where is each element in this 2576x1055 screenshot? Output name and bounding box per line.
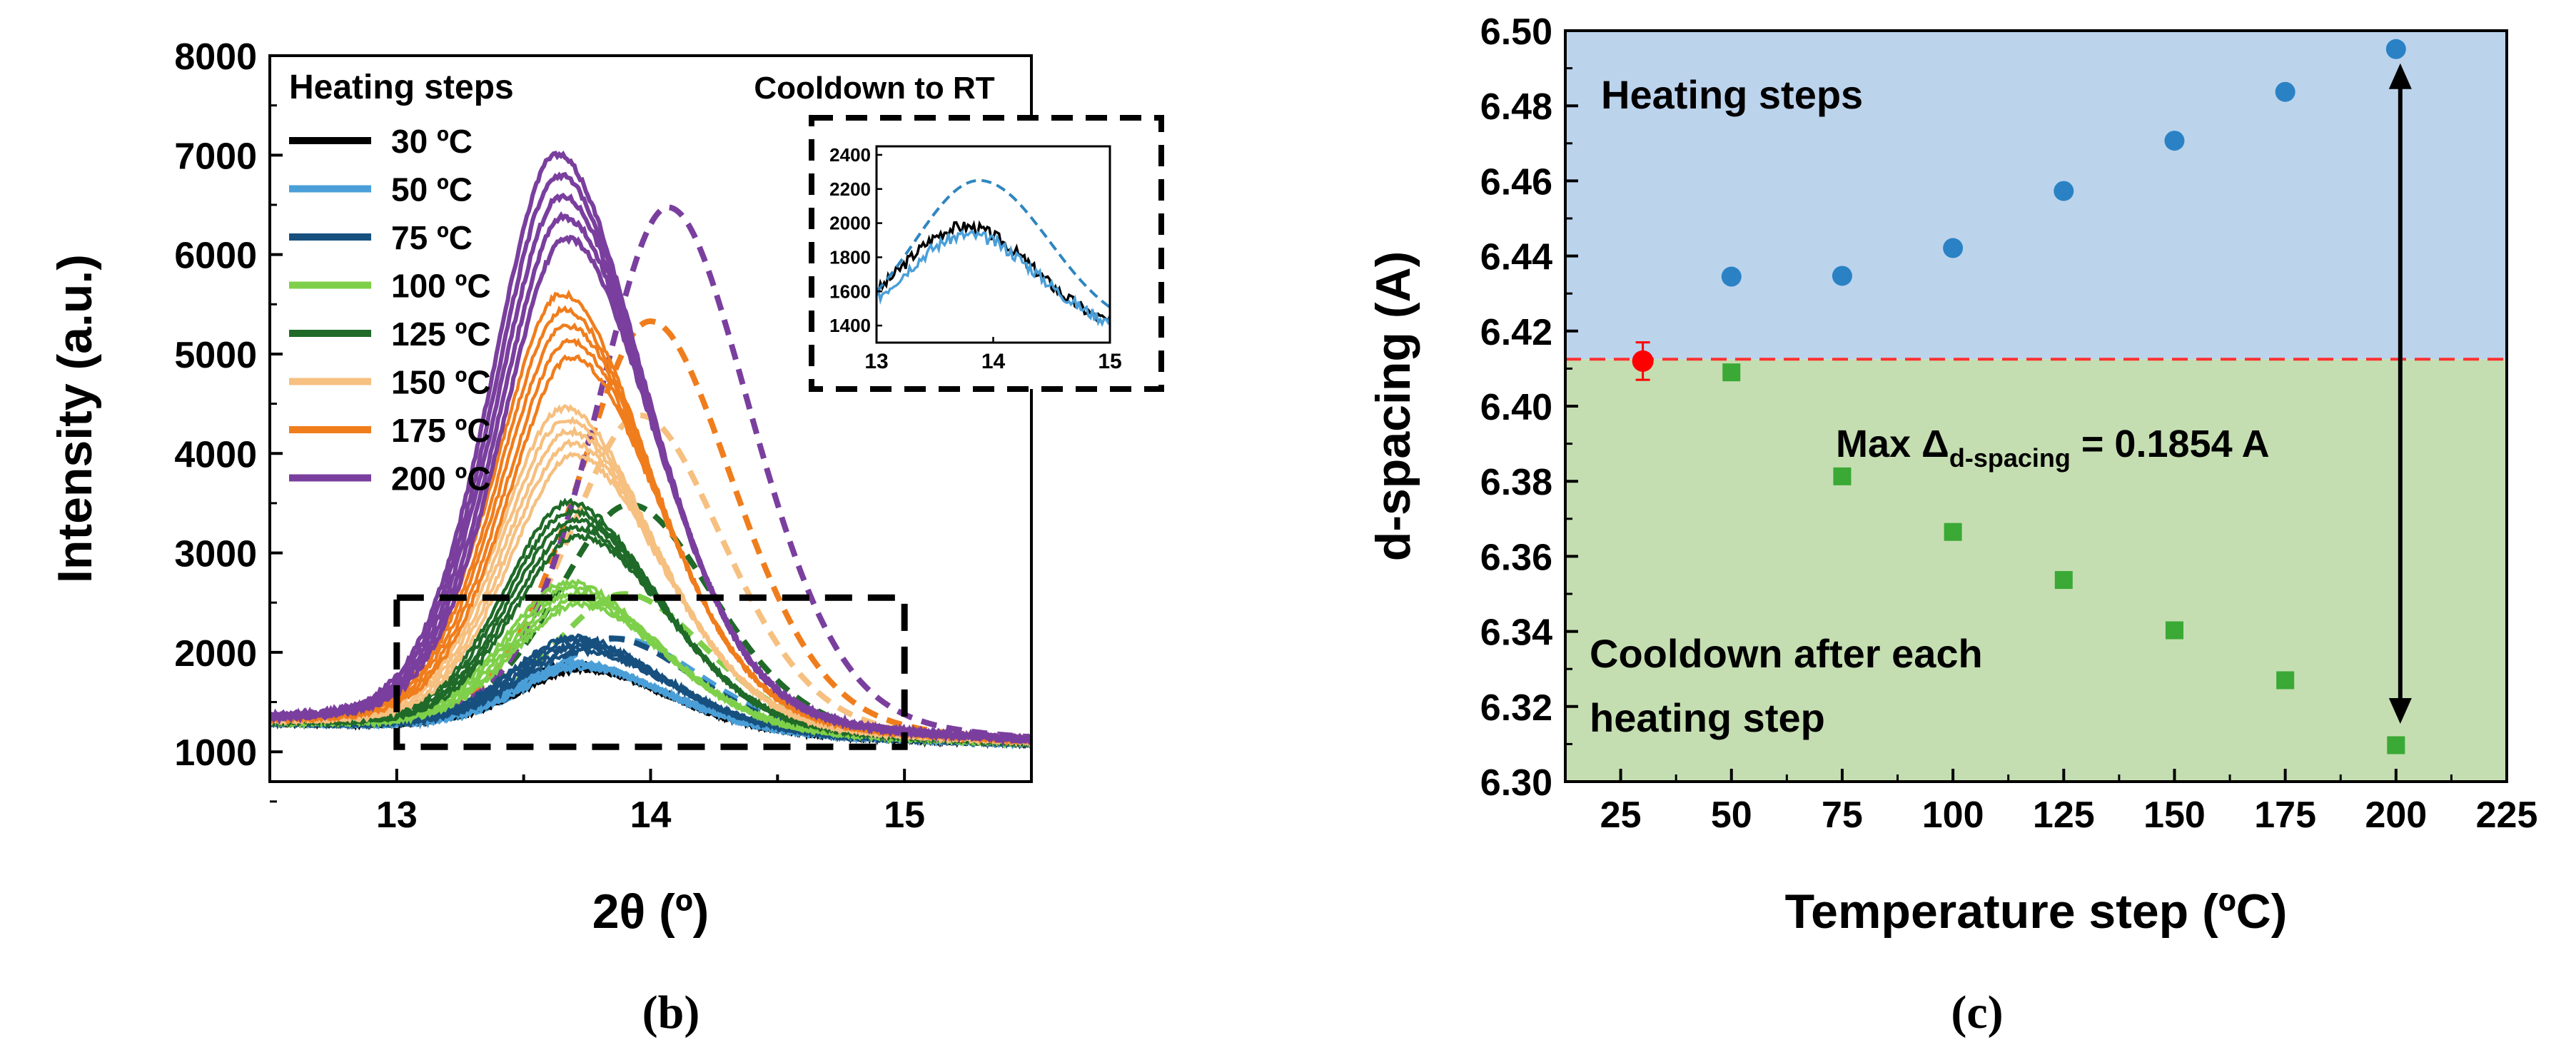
legend-label-0: 30 ºC xyxy=(391,123,473,160)
region-1 xyxy=(1565,359,2507,782)
y-tick-label: 6.48 xyxy=(1480,86,1552,128)
point-heating-4 xyxy=(2164,131,2185,151)
inset-curve-2 xyxy=(875,178,1111,309)
y-tick-label: 8000 xyxy=(174,36,257,78)
annot-prefix: Max Δ xyxy=(1836,423,1949,465)
y-tick-label: 6000 xyxy=(174,236,257,277)
point-cooldown-2 xyxy=(1944,523,1962,541)
region-0 xyxy=(1565,31,2507,360)
point-heating-3 xyxy=(2054,181,2074,201)
inset-x-tick-label: 13 xyxy=(864,350,888,373)
x-tick-label: 13 xyxy=(376,794,418,836)
x-tick-label: 225 xyxy=(2476,794,2538,836)
inset-box xyxy=(809,115,1164,392)
inset-y-tick-label: 1600 xyxy=(829,281,871,302)
point-heating-2 xyxy=(1943,238,1964,258)
point-reference-0 xyxy=(1632,350,1654,372)
legend-label-6: 175 ºC xyxy=(391,412,491,449)
y-tick-label: 2000 xyxy=(174,633,257,675)
x-tick-label: 25 xyxy=(1600,794,1642,836)
legend-label-1: 50 ºC xyxy=(391,171,473,208)
x-tick-label: 14 xyxy=(630,794,672,836)
y-tick-label: 4000 xyxy=(174,434,257,475)
annot-subscript: d-spacing xyxy=(1949,443,2071,473)
y-tick-label: 6.32 xyxy=(1480,687,1552,729)
x-tick-label: 200 xyxy=(2365,794,2427,836)
point-cooldown-3 xyxy=(2054,571,2073,590)
inset-curve-1 xyxy=(875,229,1111,328)
zoom-box xyxy=(393,594,908,750)
y-tick-label: 6.34 xyxy=(1480,612,1552,654)
point-cooldown-4 xyxy=(2165,621,2183,640)
inset-x-tick-label: 14 xyxy=(981,350,1006,373)
arrow-head-top xyxy=(2388,63,2412,89)
point-heating-1 xyxy=(1832,266,1852,286)
legend-label-4: 125 ºC xyxy=(391,316,491,353)
region-label-cooldown-line2: heating step xyxy=(1590,695,1825,740)
y-tick-label: 6.40 xyxy=(1480,387,1552,428)
y-tick-label: 6.44 xyxy=(1480,237,1552,278)
y-tick-label: 6.46 xyxy=(1480,161,1552,203)
y-tick-label: 1000 xyxy=(174,732,257,774)
point-cooldown-6 xyxy=(2387,736,2405,754)
region-label-cooldown-line1: Cooldown after each xyxy=(1590,631,1983,676)
cooldown-curve-6 xyxy=(270,318,1031,742)
y-tick-label: 3000 xyxy=(174,534,257,575)
point-heating-5 xyxy=(2275,81,2295,102)
legend-label-3: 100 ºC xyxy=(391,268,491,305)
max-delta-annotation: Max Δd-spacing = 0.1854 A xyxy=(1836,423,2270,473)
y-tick-label: 6.38 xyxy=(1480,462,1552,503)
y-axis-title: Intensity (a.u.) xyxy=(48,254,102,583)
x-tick-label: 75 xyxy=(1822,794,1863,836)
x-axis-title: Temperature step (ºC) xyxy=(1785,884,2288,939)
inset-y-tick-label: 2400 xyxy=(829,144,871,166)
y-tick-label: 7000 xyxy=(174,136,257,177)
region-label-heating: Heating steps xyxy=(1601,72,1863,117)
point-cooldown-5 xyxy=(2276,671,2295,690)
x-tick-label: 15 xyxy=(884,794,925,836)
panel-b-label: (b) xyxy=(642,986,700,1039)
x-tick-label: 125 xyxy=(2033,794,2095,836)
x-tick-label: 50 xyxy=(1711,794,1752,836)
inset-x-tick-label: 15 xyxy=(1098,350,1121,373)
point-cooldown-0 xyxy=(1722,363,1741,382)
panel-c-label: (c) xyxy=(1951,986,2003,1039)
x-tick-label: 150 xyxy=(2143,794,2206,836)
inset-y-tick-label: 2000 xyxy=(829,213,871,234)
y-tick-label: 6.50 xyxy=(1480,11,1552,53)
y-tick-label: 6.30 xyxy=(1480,762,1552,804)
y-axis-title: d-spacing (A) xyxy=(1366,251,1420,561)
y-tick-label: 6.36 xyxy=(1480,537,1552,578)
panel-b-xrd-plot: 1000 2000 3000 4000 5000 6000 7000 8000 13 14 15 2θ… xyxy=(48,36,1164,939)
legend-label-7: 200 ºC xyxy=(391,460,491,498)
point-cooldown-1 xyxy=(1833,467,1852,485)
point-heating-6 xyxy=(2385,39,2406,59)
arrow-head-bottom xyxy=(2388,697,2412,724)
x-axis-title: 2θ (º) xyxy=(592,884,709,939)
legend-title: Heating steps xyxy=(289,69,514,106)
inset-title: Cooldown to RT xyxy=(754,71,994,106)
x-tick-label: 100 xyxy=(1922,794,1984,836)
panel-c-dspacing-plot: 6.30 6.32 6.34 6.36 6.38 6.40 6.42 6.44 6.46 6.48… xyxy=(1366,11,2538,939)
point-heating-0 xyxy=(1721,266,1742,287)
x-tick-label: 175 xyxy=(2254,794,2316,836)
inset-y-tick-label: 1800 xyxy=(829,246,871,268)
inset-y-tick-label: 2200 xyxy=(829,178,871,200)
inset-y-tick-label: 1400 xyxy=(829,315,871,336)
legend-label-2: 75 ºC xyxy=(391,219,473,256)
legend-label-5: 150 ºC xyxy=(391,364,491,401)
annot-suffix: = 0.1854 A xyxy=(2071,423,2270,465)
y-tick-label: 5000 xyxy=(174,335,257,376)
y-tick-label: 6.42 xyxy=(1480,312,1552,353)
